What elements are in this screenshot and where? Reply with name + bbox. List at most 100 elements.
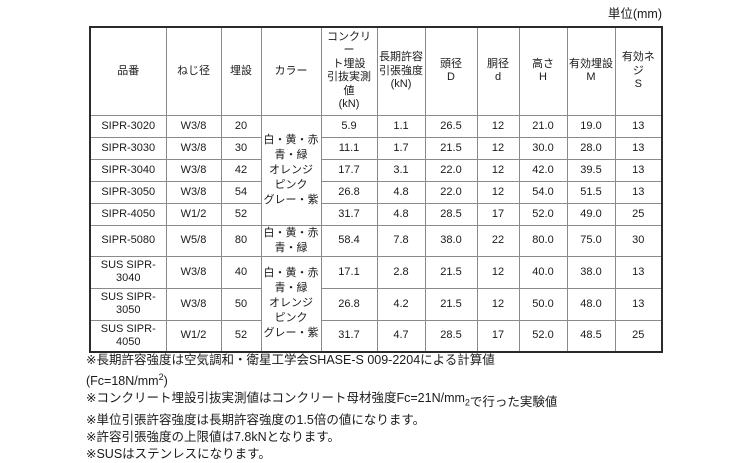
table-row: SIPR-3030 W3/8 30 11.1 1.7 21.5 12 30.0 28.0 13 xyxy=(89,136,663,160)
cell-embed-depth: 54 xyxy=(220,180,262,204)
cell-product-number: SUS SIPR-3040 xyxy=(89,255,167,289)
cell-head-diameter: 26.5 xyxy=(424,114,478,138)
table-row: SIPR-5080 W5/8 80 白・黄・赤 青・緑 58.4 7.8 38.0 22 80.0… xyxy=(89,224,663,257)
column-header: 長期許容 引張強度 (kN) xyxy=(376,26,426,116)
cell-pullout-measured: 31.7 xyxy=(320,319,378,353)
cell-embed-depth: 40 xyxy=(220,255,262,289)
footnote-line: ※長期許容強度は空気調和・衛星工学会SHASE-S 009-2204による計算値 xyxy=(86,353,495,367)
cell-body-diameter: 17 xyxy=(476,319,520,353)
cell-longterm-tensile: 4.8 xyxy=(376,180,426,204)
cell-screw-diameter: W3/8 xyxy=(165,287,222,321)
cell-effective-screw: 13 xyxy=(614,136,663,160)
cell-embed-depth: 20 xyxy=(220,114,262,138)
cell-body-diameter: 12 xyxy=(476,255,520,289)
cell-pullout-measured: 31.7 xyxy=(320,202,378,226)
cell-screw-diameter: W3/8 xyxy=(165,255,222,289)
column-header: 有効埋設 M xyxy=(566,26,616,116)
column-header: 埋設 xyxy=(220,26,262,116)
table-row: SIPR-4050 W1/2 52 31.7 4.8 28.5 17 52.0 49.0 25 xyxy=(89,202,663,226)
cell-effective-screw: 13 xyxy=(614,158,663,182)
cell-effective-embed: 28.0 xyxy=(566,136,616,160)
cell-body-diameter: 22 xyxy=(476,224,520,257)
cell-effective-screw: 13 xyxy=(614,114,663,138)
cell-embed-depth: 80 xyxy=(220,224,262,257)
cell-screw-diameter: W3/8 xyxy=(165,114,222,138)
cell-height: 21.0 xyxy=(518,114,568,138)
cell-embed-depth: 52 xyxy=(220,202,262,226)
cell-pullout-measured: 26.8 xyxy=(320,180,378,204)
cell-body-diameter: 12 xyxy=(476,180,520,204)
cell-longterm-tensile: 2.8 xyxy=(376,255,426,289)
cell-effective-embed: 51.5 xyxy=(566,180,616,204)
cell-body-diameter: 17 xyxy=(476,202,520,226)
cell-effective-screw: 25 xyxy=(614,202,663,226)
cell-head-diameter: 21.5 xyxy=(424,255,478,289)
unit-label: 単位(mm) xyxy=(607,7,662,21)
table-row: SIPR-3050 W3/8 54 26.8 4.8 22.0 12 54.0 51.5 13 xyxy=(89,180,663,204)
cell-height: 80.0 xyxy=(518,224,568,257)
cell-effective-embed: 19.0 xyxy=(566,114,616,138)
cell-pullout-measured: 11.1 xyxy=(320,136,378,160)
table-row: SIPR-3040 W3/8 42 17.7 3.1 22.0 12 42.0 39.5 13 xyxy=(89,158,663,182)
cell-effective-screw: 13 xyxy=(614,180,663,204)
cell-height: 54.0 xyxy=(518,180,568,204)
cell-screw-diameter: W3/8 xyxy=(165,180,222,204)
cell-longterm-tensile: 1.1 xyxy=(376,114,426,138)
cell-longterm-tensile: 1.7 xyxy=(376,136,426,160)
cell-screw-diameter: W5/8 xyxy=(165,224,222,257)
cell-product-number: SUS SIPR-4050 xyxy=(89,319,167,353)
cell-pullout-measured: 58.4 xyxy=(320,224,378,257)
table-header-row: 品番 ねじ径 埋設 カラー コンクリー ト埋設 引抜実測値 (kN) 長期許容 引張強度 (kN) 頭… xyxy=(89,26,663,116)
cell-head-diameter: 28.5 xyxy=(424,202,478,226)
cell-longterm-tensile: 4.2 xyxy=(376,287,426,321)
cell-embed-depth: 52 xyxy=(220,319,262,353)
cell-embed-depth: 50 xyxy=(220,287,262,321)
cell-height: 52.0 xyxy=(518,319,568,353)
cell-pullout-measured: 5.9 xyxy=(320,114,378,138)
cell-color: 白・黄・赤 青・緑 オレンジ ピンク グレー・紫 xyxy=(260,255,322,353)
cell-head-diameter: 28.5 xyxy=(424,319,478,353)
cell-pullout-measured: 26.8 xyxy=(320,287,378,321)
cell-pullout-measured: 17.1 xyxy=(320,255,378,289)
cell-body-diameter: 12 xyxy=(476,114,520,138)
column-header: コンクリー ト埋設 引抜実測値 (kN) xyxy=(320,26,378,116)
cell-effective-embed: 49.0 xyxy=(566,202,616,226)
cell-product-number: SIPR-4050 xyxy=(89,202,167,226)
footnote-line: ※許容引張強度の上限値は7.8kNとなります。 xyxy=(86,429,341,444)
footnote-line: ※単位引張許容強度は長期許容強度の1.5倍の値になります。 xyxy=(86,412,426,427)
column-header: 高さ H xyxy=(518,26,568,116)
cell-screw-diameter: W1/2 xyxy=(165,202,222,226)
cell-product-number: SIPR-5080 xyxy=(89,224,167,257)
cell-product-number: SIPR-3020 xyxy=(89,114,167,138)
cell-embed-depth: 30 xyxy=(220,136,262,160)
table-row: SUS SIPR-3050 W3/8 50 26.8 4.2 21.5 12 50.0 48.0… xyxy=(89,287,663,321)
cell-screw-diameter: W3/8 xyxy=(165,136,222,160)
cell-head-diameter: 22.0 xyxy=(424,158,478,182)
footnotes: ※長期許容強度は空気調和・衛星工学会SHASE-S 009-2204による計算値… xyxy=(86,352,686,463)
cell-product-number: SIPR-3050 xyxy=(89,180,167,204)
cell-head-diameter: 21.5 xyxy=(424,136,478,160)
cell-body-diameter: 12 xyxy=(476,136,520,160)
column-header: 有効ネジ S xyxy=(614,26,663,116)
footnote-line: (Fc=18N/mm2) xyxy=(86,372,168,389)
cell-effective-embed: 75.0 xyxy=(566,224,616,257)
column-header: カラー xyxy=(260,26,322,116)
table-row: SIPR-3020 W3/8 20 白・黄・赤 青・緑 オレンジ ピンク グレー・紫 5.9 1.… xyxy=(89,114,663,226)
cell-effective-screw: 25 xyxy=(614,319,663,353)
cell-effective-embed: 48.0 xyxy=(566,287,616,321)
cell-height: 52.0 xyxy=(518,202,568,226)
cell-body-diameter: 12 xyxy=(476,158,520,182)
cell-longterm-tensile: 3.1 xyxy=(376,158,426,182)
cell-embed-depth: 42 xyxy=(220,158,262,182)
cell-longterm-tensile: 4.7 xyxy=(376,319,426,353)
cell-effective-embed: 38.0 xyxy=(566,255,616,289)
cell-head-diameter: 21.5 xyxy=(424,287,478,321)
footnote-line: ※SUSはステンレスになります。 xyxy=(86,446,271,461)
cell-longterm-tensile: 7.8 xyxy=(376,224,426,257)
cell-height: 50.0 xyxy=(518,287,568,321)
cell-effective-screw: 13 xyxy=(614,255,663,289)
cell-head-diameter: 38.0 xyxy=(424,224,478,257)
cell-effective-embed: 39.5 xyxy=(566,158,616,182)
cell-body-diameter: 12 xyxy=(476,287,520,321)
cell-height: 42.0 xyxy=(518,158,568,182)
